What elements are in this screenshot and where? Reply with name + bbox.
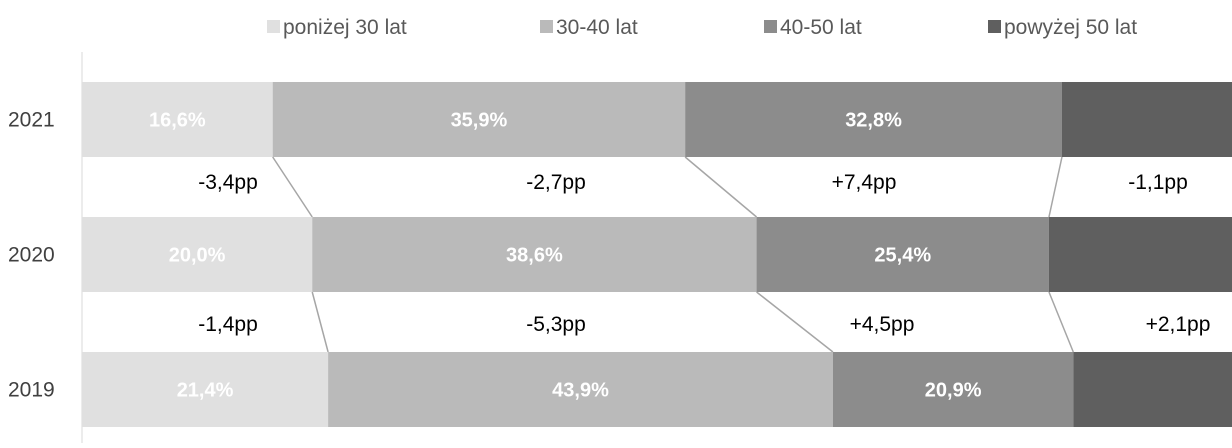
data-label-2021-40-50-lat: 32,8% <box>845 110 902 132</box>
legend-label-40-50-lat: 40-50 lat <box>780 16 862 39</box>
legend-label-30-40-lat: 30-40 lat <box>556 16 638 39</box>
change-label-2020-2019-powy-ej-50-lat: +2,1pp <box>1146 313 1211 336</box>
data-label-2019-30-40-lat: 43,9% <box>552 380 609 402</box>
bar-2019-powy-ej-50-lat <box>1073 352 1232 427</box>
legend-label-poni-ej-30-lat: poniżej 30 lat <box>283 16 407 39</box>
data-label-2020-poni-ej-30-lat: 20,0% <box>169 245 226 267</box>
legend-swatch-powy-ej-50-lat <box>988 20 1001 33</box>
category-label-2020: 2020 <box>8 244 55 267</box>
bar-2020-30-40-lat <box>312 217 757 292</box>
data-label-2019-40-50-lat: 20,9% <box>925 380 982 402</box>
data-label-2021-poni-ej-30-lat: 16,6% <box>149 110 206 132</box>
connector-lines <box>272 156 1074 353</box>
data-label-2020-30-40-lat: 38,6% <box>506 245 563 267</box>
change-label-2021-2020-30-40-lat: -2,7pp <box>526 171 586 194</box>
category-labels: 2021 2020 2019 <box>8 109 55 402</box>
data-label-2021-30-40-lat: 35,9% <box>451 110 508 132</box>
bar-2019-30-40-lat <box>328 352 833 427</box>
connector-line <box>1048 156 1063 218</box>
bar-2019-poni-ej-30-lat <box>82 352 329 427</box>
change-label-2020-2019-poni-ej-30-lat: -1,4pp <box>198 313 258 336</box>
legend-swatch-40-50-lat <box>764 20 777 33</box>
bar-2021-40-50-lat <box>685 82 1062 157</box>
bar-2020-poni-ej-30-lat <box>82 217 313 292</box>
bar-2021-powy-ej-50-lat <box>1061 82 1232 157</box>
connector-line <box>311 291 329 353</box>
legend-swatch-30-40-lat <box>540 20 553 33</box>
change-label-2020-2019-30-40-lat: -5,3pp <box>526 313 586 336</box>
bars: 16,6% 35,9% 32,8% 20,0% 38,6% 25,4% 21,4% 43,9%… <box>82 82 1232 427</box>
connector-line <box>272 156 313 218</box>
change-labels: -3,4pp -2,7pp +7,4pp -1,1pp -1,4pp -5,3pp +4,5… <box>198 171 1210 336</box>
bar-2021-poni-ej-30-lat <box>82 82 273 157</box>
change-label-2021-2020-poni-ej-30-lat: -3,4pp <box>198 171 258 194</box>
data-label-2020-40-50-lat: 25,4% <box>874 245 931 267</box>
legend: poniżej 30 lat 30-40 lat 40-50 lat powyżej … <box>267 16 1137 39</box>
change-label-2021-2020-40-50-lat: +7,4pp <box>832 171 897 194</box>
bar-2020-powy-ej-50-lat <box>1048 217 1232 292</box>
connector-line <box>1048 291 1074 353</box>
category-label-2021: 2021 <box>8 109 55 132</box>
bar-2020-40-50-lat <box>756 217 1049 292</box>
legend-swatch-poni-ej-30-lat <box>267 20 280 33</box>
bar-2019-40-50-lat <box>832 352 1074 427</box>
legend-label-powy-ej-50-lat: powyżej 50 lat <box>1004 16 1137 39</box>
category-label-2019: 2019 <box>8 379 55 402</box>
data-label-2019-poni-ej-30-lat: 21,4% <box>177 380 234 402</box>
bar-2021-30-40-lat <box>272 82 686 157</box>
connector-line <box>684 156 758 218</box>
connector-line <box>756 291 834 353</box>
change-label-2021-2020-powy-ej-50-lat: -1,1pp <box>1128 171 1188 194</box>
change-label-2020-2019-40-50-lat: +4,5pp <box>850 313 915 336</box>
